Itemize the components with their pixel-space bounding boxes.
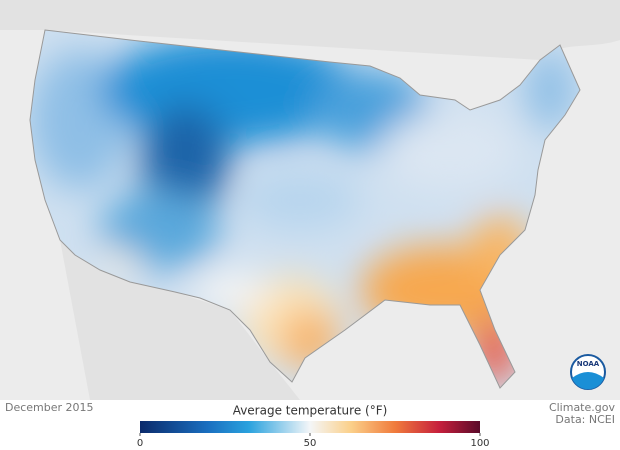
- logo-text: NOAA: [577, 360, 600, 368]
- source-label: Data: NCEI: [555, 413, 615, 426]
- mexico: [60, 240, 300, 400]
- legend-title: Average temperature (°F): [233, 404, 388, 418]
- us-outline: [29, 29, 581, 389]
- credit-label: Climate.gov: [549, 401, 616, 414]
- tick-label: 0: [137, 438, 143, 449]
- tick-label: 100: [470, 438, 489, 449]
- canada: [0, 0, 620, 60]
- tick-label: 50: [304, 438, 317, 449]
- date-label: December 2015: [5, 401, 94, 414]
- color-bar: [140, 421, 480, 433]
- noaa-logo: NOAA: [570, 354, 606, 390]
